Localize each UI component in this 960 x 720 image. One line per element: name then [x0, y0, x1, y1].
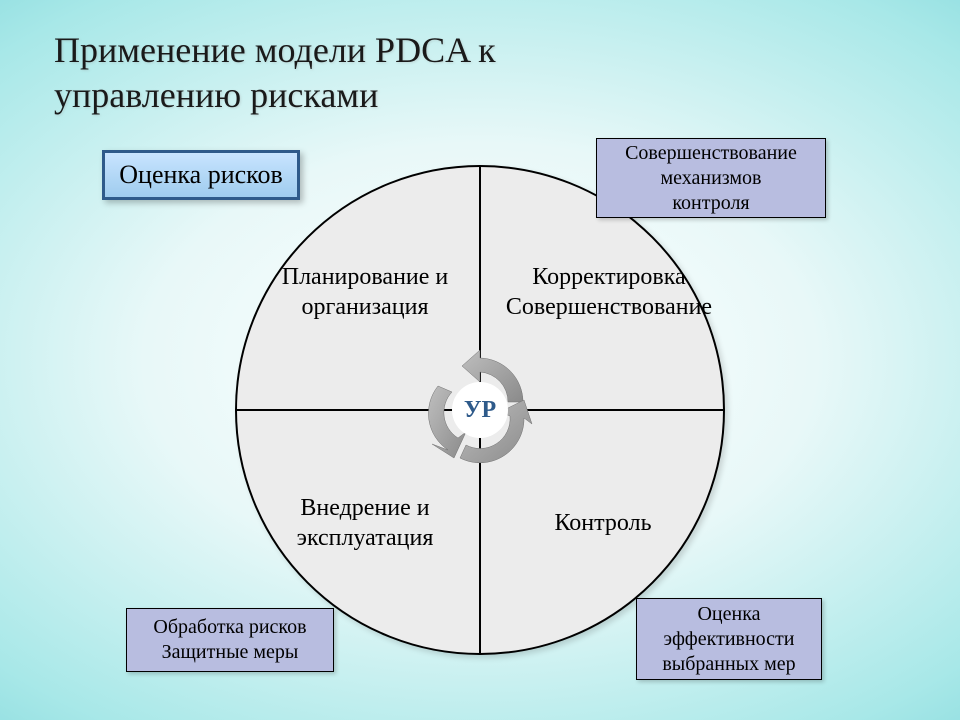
- slide-title: Применение модели PDCA к управлению риск…: [54, 28, 496, 118]
- box-bl-l1: Обработка рисков: [153, 616, 306, 638]
- box-risk-assessment: Оценка рисков: [102, 150, 300, 200]
- quadrant-check-text: Контроль: [554, 510, 651, 536]
- center-arrow-cycle: УР: [420, 350, 540, 470]
- box-effectiveness-assessment-text: Оценка эффективности выбранных мер: [662, 602, 795, 677]
- quadrant-do-text: Внедрение и эксплуатация: [297, 495, 434, 551]
- pdca-circle: Планирование и организация Корректировка…: [235, 165, 725, 655]
- quadrant-do: Внедрение и эксплуатация: [255, 493, 475, 553]
- quadrant-check: Контроль: [493, 508, 713, 538]
- pdca-circle-container: Планирование и организация Корректировка…: [235, 165, 725, 655]
- title-line-1: Применение модели PDCA к: [54, 30, 496, 70]
- box-control-improvement: Совершенствование механизмов контроля: [596, 138, 826, 218]
- box-tr-l1: Совершенствование: [625, 142, 797, 164]
- box-control-improvement-text: Совершенствование механизмов контроля: [625, 141, 797, 216]
- box-bl-l2: Защитные меры: [162, 641, 299, 663]
- box-br-l2: эффективности: [663, 628, 794, 650]
- quadrant-plan: Планирование и организация: [255, 262, 475, 322]
- quadrant-act: Корректировка Совершенствование: [499, 262, 719, 322]
- quadrant-act-text: Корректировка Совершенствование: [506, 264, 712, 320]
- box-risk-treatment: Обработка рисков Защитные меры: [126, 608, 334, 672]
- box-effectiveness-assessment: Оценка эффективности выбранных мер: [636, 598, 822, 680]
- box-br-l1: Оценка: [697, 603, 760, 625]
- box-risk-treatment-text: Обработка рисков Защитные меры: [153, 615, 306, 665]
- box-tr-l2: механизмов: [660, 167, 761, 189]
- title-line-2: управлению рисками: [54, 75, 378, 115]
- box-tr-l3: контроля: [672, 192, 749, 214]
- quadrant-plan-text: Планирование и организация: [282, 264, 449, 320]
- box-risk-assessment-text: Оценка рисков: [119, 160, 282, 190]
- box-br-l3: выбранных мер: [662, 653, 795, 675]
- center-core-label: УР: [452, 382, 508, 438]
